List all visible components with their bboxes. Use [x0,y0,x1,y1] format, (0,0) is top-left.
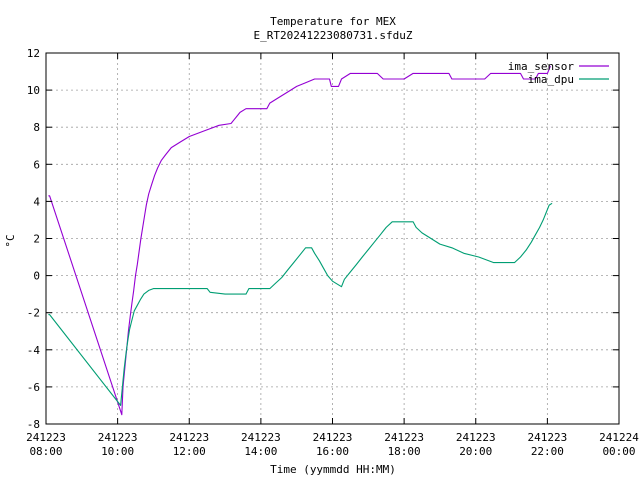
x-tick-date: 241223 [313,431,353,444]
y-tick-label: 8 [33,121,40,134]
y-tick-label: 2 [33,233,40,246]
x-tick-date: 241223 [528,431,568,444]
y-tick-label: 10 [27,84,40,97]
grid-lines [46,53,619,424]
y-tick-label: -8 [27,418,40,431]
x-tick-time: 00:00 [602,445,635,458]
series-layer [48,65,553,416]
x-tick-date: 241223 [384,431,424,444]
x-tick-time: 12:00 [173,445,206,458]
tick-labels: -8-6-4-202468101224122308:0024122310:002… [26,47,639,458]
y-axis-label: °C [4,234,17,247]
x-tick-date: 241223 [241,431,281,444]
legend-label: ima_dpu [528,73,574,86]
axes [45,52,620,425]
series-line-ima_dpu [48,202,553,406]
series-line-ima_sensor [48,65,551,416]
y-tick-label: 4 [33,195,40,208]
x-tick-date: 241224 [599,431,639,444]
plot-frame [45,52,620,425]
x-tick-time: 10:00 [101,445,134,458]
y-tick-label: 0 [33,270,40,283]
x-tick-time: 20:00 [459,445,492,458]
y-tick-label: -6 [27,381,40,394]
x-axis-label: Time (yymmdd HH:MM) [270,463,396,476]
y-tick-label: -4 [27,344,41,357]
y-tick-label: 12 [27,47,40,60]
x-tick-date: 241223 [98,431,138,444]
legend-label: ima_sensor [508,60,575,73]
x-tick-time: 08:00 [29,445,62,458]
x-tick-date: 241223 [456,431,496,444]
x-tick-time: 14:00 [244,445,277,458]
x-tick-time: 18:00 [388,445,421,458]
x-tick-date: 241223 [26,431,66,444]
y-tick-label: -2 [27,307,40,320]
y-tick-label: 6 [33,158,40,171]
chart-title: Temperature for MEX [270,15,396,28]
x-tick-time: 22:00 [531,445,564,458]
chart-subtitle: E_RT20241223080731.sfduZ [254,29,413,42]
x-tick-date: 241223 [169,431,209,444]
x-tick-time: 16:00 [316,445,349,458]
